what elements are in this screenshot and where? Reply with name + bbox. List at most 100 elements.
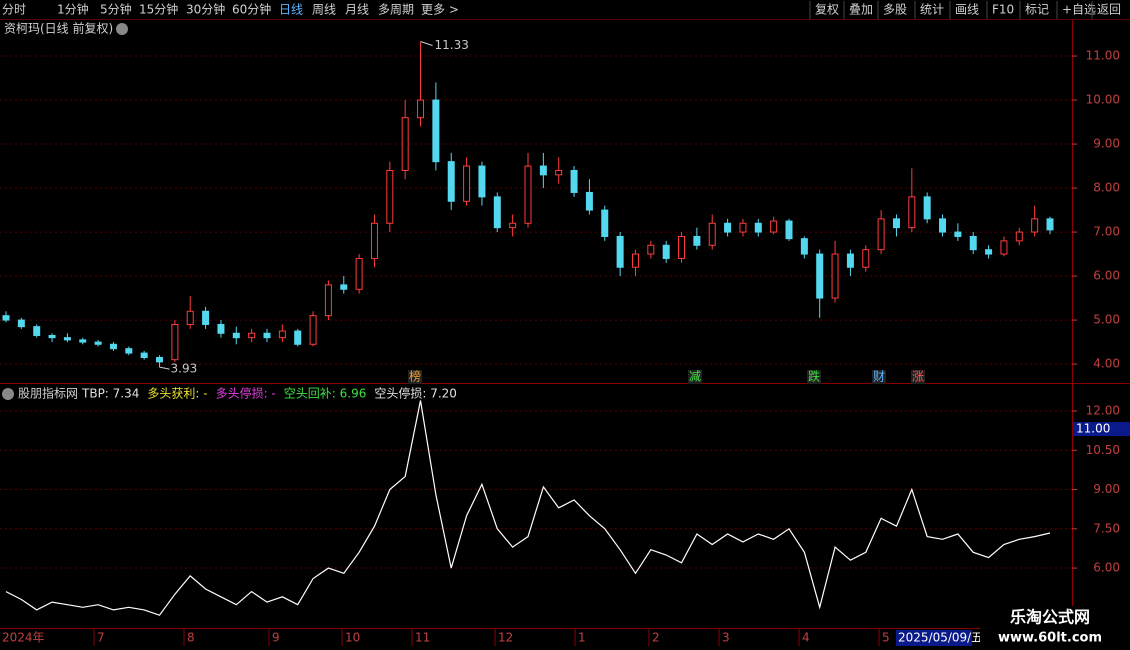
y-tick-label: 8.00 — [1093, 181, 1120, 195]
candle-body — [140, 352, 148, 358]
candle-body — [846, 253, 854, 268]
toolbar-button[interactable]: 复权 — [815, 3, 839, 17]
x-tick-label: 3 — [722, 631, 730, 645]
x-tick-label: 5 — [882, 631, 890, 645]
candle-body — [601, 209, 609, 237]
toolbar-button[interactable]: 返回 — [1097, 3, 1121, 17]
candle-body — [294, 330, 302, 345]
toolbar-button[interactable]: +自选 — [1062, 3, 1096, 17]
candle-body — [800, 238, 808, 255]
candle-body — [17, 319, 25, 328]
candle-body — [985, 249, 993, 255]
stock-title: 资柯玛(日线 前复权) — [4, 21, 113, 36]
toolbar-button[interactable]: 叠加 — [849, 3, 873, 17]
candle-body — [754, 222, 762, 233]
event-badge[interactable] — [408, 370, 422, 384]
x-tick-label: 2 — [652, 631, 660, 645]
x-tick-label: 4 — [802, 631, 810, 645]
event-badge[interactable] — [807, 370, 821, 384]
toolbar-button[interactable]: 周线 — [312, 3, 336, 17]
toolbar-button[interactable]: 画线 — [955, 3, 979, 17]
candle-body — [954, 231, 962, 237]
candle-body — [678, 235, 686, 259]
candle-body — [831, 253, 839, 299]
event-marker[interactable]: 榜 — [409, 369, 421, 384]
event-marker[interactable]: 涨 — [912, 369, 924, 384]
toolbar-button[interactable]: 分时 — [2, 3, 26, 17]
toolbar-button[interactable]: 标记 — [1025, 3, 1049, 17]
y-tick-label: 4.00 — [1093, 357, 1120, 371]
candle-body — [432, 99, 440, 163]
candle-body — [278, 330, 286, 339]
candle-body — [892, 218, 900, 229]
candle-body — [939, 218, 947, 233]
candle-body — [109, 343, 117, 350]
candle-body — [48, 334, 56, 339]
indicator-name: 股朋指标网 — [18, 386, 78, 401]
indicator-line — [5, 400, 1051, 616]
candle-body — [908, 196, 916, 229]
annotation-arrow — [159, 366, 170, 370]
candle-body — [693, 235, 701, 246]
candle-body — [1000, 240, 1008, 255]
annotation: 3.93 — [171, 362, 198, 376]
x-tick-label: 11 — [415, 631, 430, 645]
toolbar-button[interactable]: 多周期 — [378, 3, 414, 17]
toolbar-button[interactable]: 多股 — [883, 3, 907, 17]
event-marker[interactable]: 减 — [689, 370, 701, 384]
candle-body — [785, 220, 793, 240]
candle-body — [401, 117, 409, 171]
y-tick-label: 12.00 — [1086, 403, 1120, 417]
candle-body — [739, 222, 747, 233]
candle-body — [63, 337, 71, 341]
toolbar-button[interactable]: 1分钟 — [57, 2, 89, 17]
candle-body — [202, 310, 210, 325]
candle-body — [263, 332, 271, 339]
candle-body — [724, 222, 732, 233]
menu-icon[interactable] — [2, 388, 14, 400]
y-tick-label: 6.00 — [1093, 269, 1120, 283]
event-marker[interactable]: 财 — [873, 370, 885, 384]
annotation: 11.33 — [435, 38, 469, 52]
toolbar-button[interactable]: F10 — [992, 3, 1014, 17]
candle-body — [2, 315, 10, 321]
y-tick-label: 11.00 — [1086, 49, 1120, 63]
candle-body — [386, 169, 394, 224]
candle-body — [94, 341, 102, 345]
candle-body — [248, 332, 256, 339]
candle-body — [493, 196, 501, 229]
candle-body — [585, 191, 593, 211]
menu-icon[interactable] — [116, 23, 128, 35]
candle-body — [816, 253, 824, 299]
toolbar-button[interactable]: 60分钟 — [232, 2, 271, 17]
x-tick-label: 2024年 — [2, 631, 45, 645]
toolbar-button[interactable]: 统计 — [920, 3, 944, 17]
event-marker[interactable]: 跌 — [808, 369, 820, 384]
toolbar-button[interactable]: 月线 — [345, 3, 369, 17]
toolbar-button[interactable]: 30分钟 — [186, 2, 225, 17]
candle-body — [355, 257, 363, 290]
candle-body — [417, 99, 425, 119]
x-tick-label: 9 — [272, 631, 280, 645]
toolbar-button[interactable]: 5分钟 — [100, 2, 132, 17]
candle-body — [631, 253, 639, 268]
candle-body — [616, 235, 624, 268]
y-tick-label: 5.00 — [1093, 313, 1120, 327]
y-tick-label: 9.00 — [1093, 137, 1120, 151]
candle-body — [79, 339, 87, 343]
event-badge[interactable] — [911, 370, 925, 384]
event-badge[interactable] — [688, 370, 702, 384]
candle-body — [524, 165, 532, 224]
event-badge[interactable] — [872, 370, 886, 384]
toolbar-button[interactable]: 更多 > — [421, 3, 459, 17]
toolbar-button[interactable]: 日线 — [279, 3, 303, 17]
candle-body — [370, 222, 378, 259]
candle-body — [1031, 218, 1039, 233]
toolbar-button[interactable]: 15分钟 — [139, 2, 178, 17]
candle-body — [770, 220, 778, 233]
indicator-field: TBP: 7.34 — [81, 387, 139, 401]
watermark-url: www.60lt.com — [998, 631, 1102, 646]
candle-body — [539, 165, 547, 176]
